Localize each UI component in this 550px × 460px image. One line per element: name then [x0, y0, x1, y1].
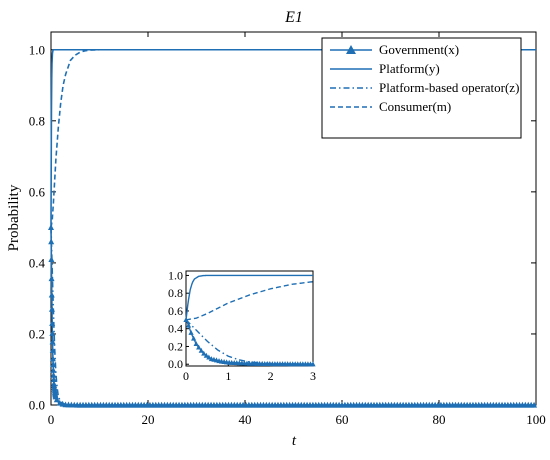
legend-label-consumer: Consumer(m): [379, 99, 451, 114]
y-tick-label: 1.0: [29, 42, 45, 57]
inset-series-line-2: [185, 319, 314, 365]
government-marker: [49, 320, 56, 326]
legend-label-government: Government(x): [379, 42, 459, 57]
government-marker: [49, 347, 56, 353]
legend: Government(x) Platform(y) Platform-based…: [321, 37, 522, 139]
inset-x-tick-label: 2: [268, 369, 274, 383]
inset-x-tick-label: 3: [310, 369, 316, 383]
legend-triangle-marker: [346, 45, 356, 54]
government-marker: [50, 366, 57, 373]
government-marker: [48, 256, 55, 262]
inset-government-marker: [198, 347, 204, 353]
x-tick-label: 40: [239, 412, 252, 427]
government-marker: [49, 355, 56, 362]
y-tick-label: 0.4: [29, 255, 46, 270]
government-marker: [48, 291, 55, 298]
government-marker: [49, 338, 56, 345]
main-series: [48, 48, 538, 408]
legend-box: [321, 37, 522, 139]
inset-government-marker: [188, 329, 194, 335]
inset-x-tick-label: 0: [183, 369, 189, 383]
inset-government-marker: [201, 350, 207, 356]
government-marker: [48, 238, 55, 245]
inset-x-tick-label: 1: [225, 369, 231, 383]
government-marker: [50, 371, 57, 378]
government-marker: [49, 330, 56, 336]
x-tick-label: 60: [336, 412, 349, 427]
inset-government-marker: [206, 354, 212, 360]
x-tick-label: 100: [526, 412, 546, 427]
legend-label-platform: Platform(y): [379, 61, 440, 76]
government-marker: [50, 361, 57, 368]
government-marker: [531, 401, 538, 408]
chart-title: E1: [284, 9, 303, 26]
x-tick-label: 20: [142, 412, 155, 427]
series-line-1: [50, 48, 536, 228]
x-axis-label: t: [292, 433, 297, 449]
government-marker: [53, 396, 60, 403]
government-markers: [48, 224, 538, 408]
inset-government-marker: [191, 335, 197, 341]
government-marker: [50, 376, 57, 383]
inset-y-tick-label: 0.8: [168, 286, 183, 300]
inset-government-marker: [183, 317, 189, 323]
legend-label-operator: Platform-based operator(z): [379, 80, 519, 95]
inset-y-tick-label: 0.4: [168, 322, 183, 336]
y-tick-label: 0.8: [29, 113, 45, 128]
inset-series-line-1: [185, 274, 313, 320]
x-tick-label: 0: [48, 412, 55, 427]
inset-y-tick-label: 0.6: [168, 304, 183, 318]
government-marker: [48, 305, 55, 312]
inset-series: [183, 274, 316, 367]
inset-government-marker: [193, 341, 199, 346]
government-marker: [48, 224, 54, 230]
inset-government-markers: [183, 317, 316, 367]
inset-y-tick-label: 0.2: [168, 339, 183, 353]
inset-chart: 0 1 2 3 0.0 0.2 0.4 0.6 0.8 1.0: [168, 268, 316, 383]
government-marker: [48, 275, 55, 282]
inset-government-marker: [196, 344, 202, 350]
inset-frame: [185, 270, 314, 367]
inset-government-marker: [203, 352, 209, 358]
x-tick-label: 80: [433, 412, 446, 427]
y-tick-label: 0.2: [29, 326, 45, 341]
inset-y-tick-label: 0.0: [168, 357, 183, 371]
y-tick-label: 0.0: [29, 398, 45, 413]
y-axis-label: Probability: [6, 184, 22, 251]
inset-government-marker: [185, 322, 192, 328]
inset-government-marker: [310, 361, 316, 367]
inset-y-tick-label: 1.0: [168, 268, 183, 282]
inset-series-line-3: [185, 280, 314, 321]
y-tick-label: 0.6: [29, 184, 46, 199]
